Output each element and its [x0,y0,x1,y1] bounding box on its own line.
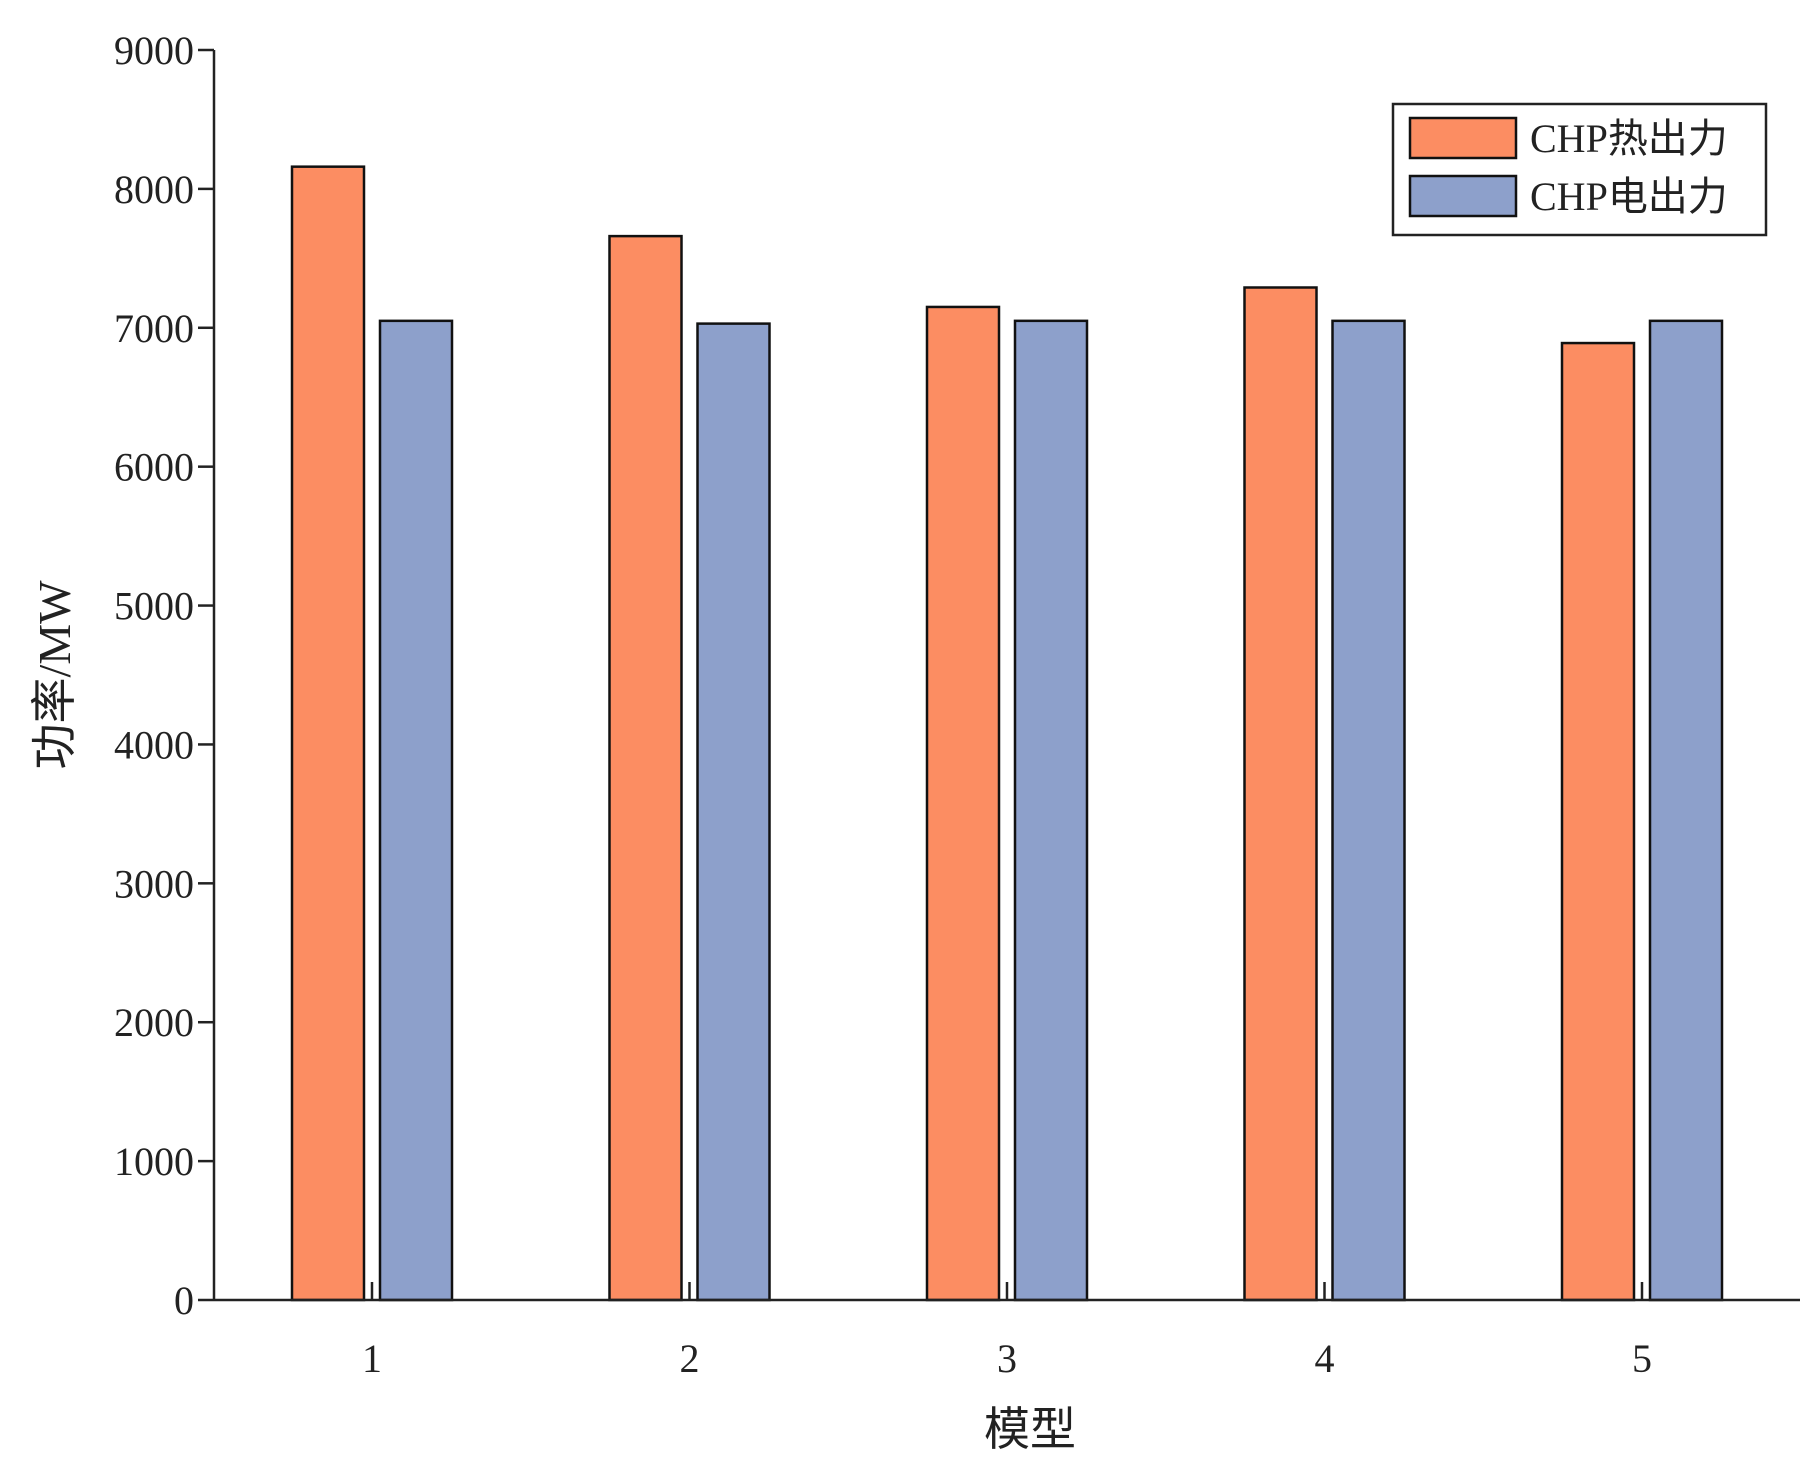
x-tick-label: 2 [680,1336,700,1381]
bar-power-3 [1013,319,1089,1302]
bars-group [290,165,1724,1302]
legend-swatch [1408,174,1518,218]
x-axis-label: 模型 [984,1404,1076,1455]
bar-power-4 [1331,319,1406,1302]
y-tick-label: 7000 [114,306,194,351]
y-tick-label: 2000 [114,1000,194,1045]
y-tick-label: 0 [174,1278,194,1323]
legend-swatch [1408,116,1518,160]
x-tick-label: 1 [362,1336,382,1381]
legend-label: CHP电出力 [1530,174,1728,219]
bar-heat-4 [1243,286,1318,1302]
y-tick-label: 4000 [114,722,194,767]
y-tick-label: 6000 [114,445,194,490]
bar-heat-5 [1560,341,1636,1302]
legend-label: CHP热出力 [1530,116,1728,161]
x-ticks-group: 1 2 3 4 5 [362,1282,1652,1381]
x-tick-label: 3 [997,1336,1017,1381]
y-tick-label: 5000 [114,584,194,629]
y-tick-label: 1000 [114,1139,194,1184]
y-tick-label: 3000 [114,861,194,906]
x-tick-label: 4 [1315,1336,1335,1381]
y-tick-label: 8000 [114,167,194,212]
y-tick-label: 9000 [114,28,194,73]
bar-power-2 [696,322,771,1302]
bar-power-5 [1648,319,1724,1302]
y-axis-label: 功率/MW [29,580,80,770]
x-tick-label: 5 [1632,1336,1652,1381]
y-ticks-group: 0 1000 2000 3000 4000 5000 6000 7000 8000 9000 [114,28,214,1323]
bar-power-1 [378,319,454,1302]
legend: CHP热出力 CHP电出力 [1391,102,1768,237]
bar-heat-3 [925,305,1001,1302]
bar-heat-2 [608,234,683,1302]
bar-heat-1 [290,165,366,1302]
